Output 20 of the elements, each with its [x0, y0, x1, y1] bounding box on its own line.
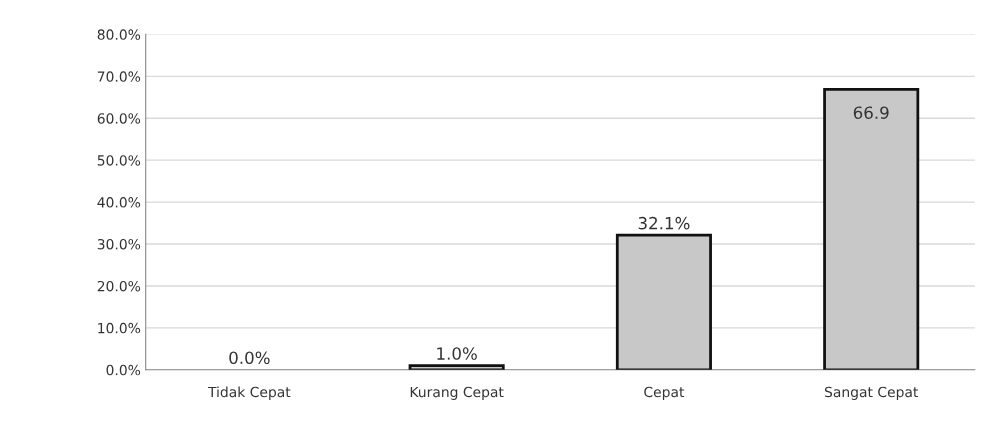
- data-label: 66.9: [853, 106, 889, 119]
- data-label: 0.0%: [229, 351, 270, 365]
- bar: [823, 87, 920, 370]
- y-tick-label: 10.0%: [98, 322, 141, 334]
- y-tick-label: 0.0%: [106, 364, 141, 376]
- y-tick-label: 30.0%: [97, 238, 141, 250]
- x-tick-label: Cepat: [644, 386, 685, 400]
- x-tick-label: Kurang Cepat: [410, 386, 504, 400]
- y-tick-label: 40.0%: [97, 197, 141, 208]
- bar: [615, 233, 712, 370]
- y-tick-label: 20.0%: [97, 280, 141, 292]
- bar: [408, 364, 505, 370]
- x-tick-label: Sangat Cepat: [824, 386, 919, 400]
- y-tick-label: 50.0%: [97, 155, 141, 166]
- y-tick-label: 80.0%: [97, 29, 141, 40]
- x-tick-label: Tidak Cepat: [207, 386, 291, 400]
- data-label: 32.1%: [638, 216, 690, 230]
- data-label: 1.0%: [437, 347, 477, 360]
- y-tick-label: 70.0%: [97, 71, 141, 82]
- y-tick-label: 60.0%: [97, 113, 141, 124]
